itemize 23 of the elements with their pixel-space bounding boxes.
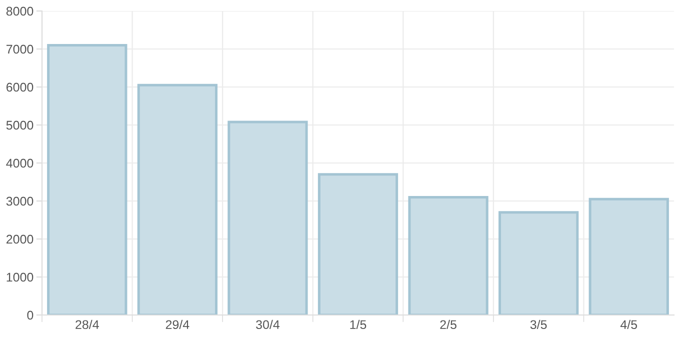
- y-tick-label: 6000: [6, 82, 34, 92]
- y-tick-label: 5000: [6, 120, 34, 130]
- x-tick-label: 4/5: [620, 320, 638, 330]
- bar: [47, 44, 128, 315]
- bar: [588, 198, 669, 315]
- bar: [228, 120, 308, 315]
- y-tick-label: 0: [27, 310, 34, 320]
- x-tick-label: 29/4: [166, 320, 190, 330]
- bar: [318, 173, 398, 315]
- y-tick-label: 4000: [6, 158, 34, 168]
- x-tick-label: 2/5: [440, 320, 456, 330]
- y-tick-label: 3000: [6, 196, 34, 206]
- bar: [408, 196, 488, 315]
- bar: [137, 84, 218, 315]
- bar: [498, 211, 579, 315]
- x-tick-label: 3/5: [530, 320, 547, 330]
- x-tick-label: 28/4: [76, 320, 99, 330]
- x-tick-label: 30/4: [256, 320, 280, 330]
- y-tick-label: 8000: [6, 6, 34, 16]
- x-tick-label: 1/5: [350, 320, 366, 330]
- y-tick-label: 2000: [6, 234, 34, 244]
- y-tick-label: 7000: [6, 44, 34, 54]
- y-tick-label: 1000: [6, 272, 34, 282]
